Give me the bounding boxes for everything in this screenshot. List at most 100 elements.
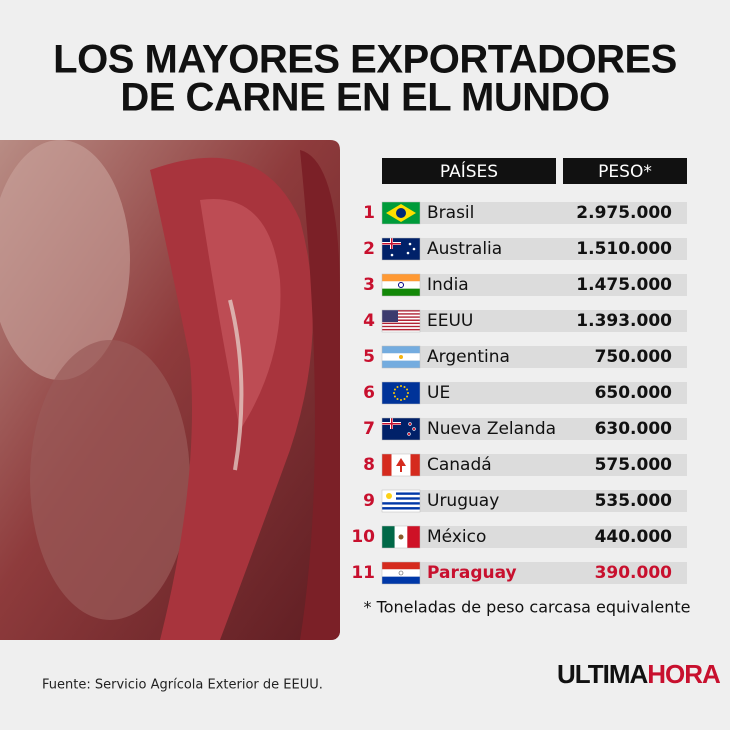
flag-part	[382, 274, 420, 282]
flag-part	[396, 385, 399, 388]
value: 1.510.000	[576, 239, 672, 259]
flag-part	[400, 399, 402, 401]
flag-part	[382, 576, 420, 584]
header-bar	[563, 158, 687, 184]
flag-part	[382, 325, 420, 328]
flag-part	[382, 499, 420, 503]
flag-part	[403, 385, 406, 388]
flag-border	[381, 561, 421, 585]
row-bar	[382, 346, 687, 368]
country: Australia	[427, 239, 502, 259]
flag-part	[382, 324, 420, 326]
table-body: 1 Brasil 2.975.000 2 Australia 1.510.000 3 Indi…	[351, 201, 687, 585]
flag-border	[381, 489, 421, 513]
flag-part	[382, 507, 420, 510]
flag-part	[382, 322, 420, 325]
flag-part	[393, 388, 396, 391]
source: Fuente: Servicio Agrícola Exterior de EE…	[42, 678, 323, 693]
flag-part	[393, 392, 395, 394]
flag	[381, 345, 421, 369]
country: Nueva Zelanda	[427, 419, 556, 439]
flag-part	[382, 490, 420, 493]
country: Paraguay	[427, 563, 517, 583]
flag-part	[382, 492, 420, 495]
value: 390.000	[595, 563, 673, 583]
row-bar	[382, 202, 687, 224]
flag-part	[407, 432, 411, 436]
title-line: DE CARNE EN EL MUNDO	[120, 76, 609, 120]
logo-part: ULTIMA	[557, 659, 648, 689]
flag	[381, 525, 421, 549]
flag-part	[391, 454, 401, 476]
flag-part	[396, 458, 406, 472]
value: 630.000	[595, 419, 673, 439]
flag-part	[382, 316, 420, 318]
flag-part	[408, 422, 412, 426]
flag-part	[382, 281, 420, 289]
country: México	[427, 527, 486, 547]
logo: ULTIMAHORA	[557, 659, 721, 689]
rank: 10	[351, 527, 375, 547]
flag-border	[381, 309, 421, 333]
flag-part	[382, 310, 398, 322]
flag-part	[382, 328, 420, 331]
flag-part	[400, 385, 402, 387]
flag-part	[382, 330, 420, 332]
value: 535.000	[595, 491, 673, 511]
value: 650.000	[595, 383, 673, 403]
flag-part	[396, 208, 406, 218]
flag-part	[412, 427, 416, 431]
flag-border	[381, 453, 421, 477]
column-header: PESO*	[598, 162, 652, 182]
flag-part	[407, 392, 409, 394]
rank: 4	[363, 311, 375, 331]
flag-part	[382, 497, 420, 500]
note: * Toneladas de peso carcasa equivalente	[364, 598, 691, 617]
flag-part	[406, 388, 409, 391]
title-line: LOS MAYORES EXPORTADORES	[53, 38, 677, 82]
logo-part: HORA	[647, 659, 721, 689]
flag-part	[386, 493, 392, 499]
rank: 9	[363, 491, 375, 511]
row-bar	[382, 310, 687, 332]
flag-part	[382, 360, 420, 368]
flag-part	[406, 251, 410, 255]
flag-part	[382, 454, 392, 476]
flag-part	[382, 311, 420, 314]
flag-part	[382, 288, 420, 296]
flag	[381, 561, 421, 585]
row-bar	[382, 238, 687, 260]
rank: 1	[363, 203, 375, 223]
flag-part	[396, 398, 399, 401]
flag-part	[382, 319, 420, 321]
value: 1.475.000	[576, 275, 672, 295]
flag	[381, 273, 421, 297]
flag-part	[382, 494, 420, 498]
flag-part	[412, 247, 416, 251]
flag-part	[403, 398, 406, 401]
flag-part	[399, 355, 403, 359]
flag-border	[381, 273, 421, 297]
country: Canadá	[427, 455, 492, 475]
rank: 5	[363, 347, 375, 367]
value: 750.000	[595, 347, 673, 367]
row-bar	[382, 454, 687, 476]
value: 440.000	[595, 527, 673, 547]
flag-part	[382, 526, 395, 548]
row-bar	[382, 274, 687, 296]
country: Argentina	[427, 347, 510, 367]
flag-part	[382, 313, 420, 315]
flag-part	[398, 534, 404, 540]
meat-photo	[0, 140, 340, 640]
row-bar	[382, 490, 687, 512]
flag-part	[398, 570, 404, 576]
flag-border	[381, 381, 421, 405]
flag-part	[382, 317, 420, 320]
rank: 8	[363, 455, 375, 475]
flag-part	[391, 418, 393, 429]
country: Uruguay	[427, 491, 499, 511]
flag-border	[381, 417, 421, 441]
row-bar	[382, 526, 687, 548]
flag-part	[410, 454, 420, 476]
